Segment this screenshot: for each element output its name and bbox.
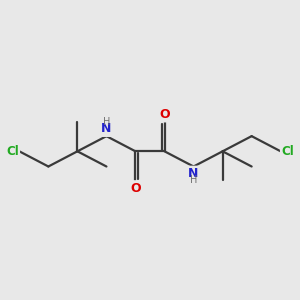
Text: Cl: Cl xyxy=(6,145,19,158)
Text: O: O xyxy=(130,182,141,195)
Text: H: H xyxy=(103,117,110,127)
Text: H: H xyxy=(190,175,197,185)
Text: N: N xyxy=(101,122,112,136)
Text: N: N xyxy=(188,167,199,180)
Text: Cl: Cl xyxy=(281,145,294,158)
Text: O: O xyxy=(159,108,170,121)
